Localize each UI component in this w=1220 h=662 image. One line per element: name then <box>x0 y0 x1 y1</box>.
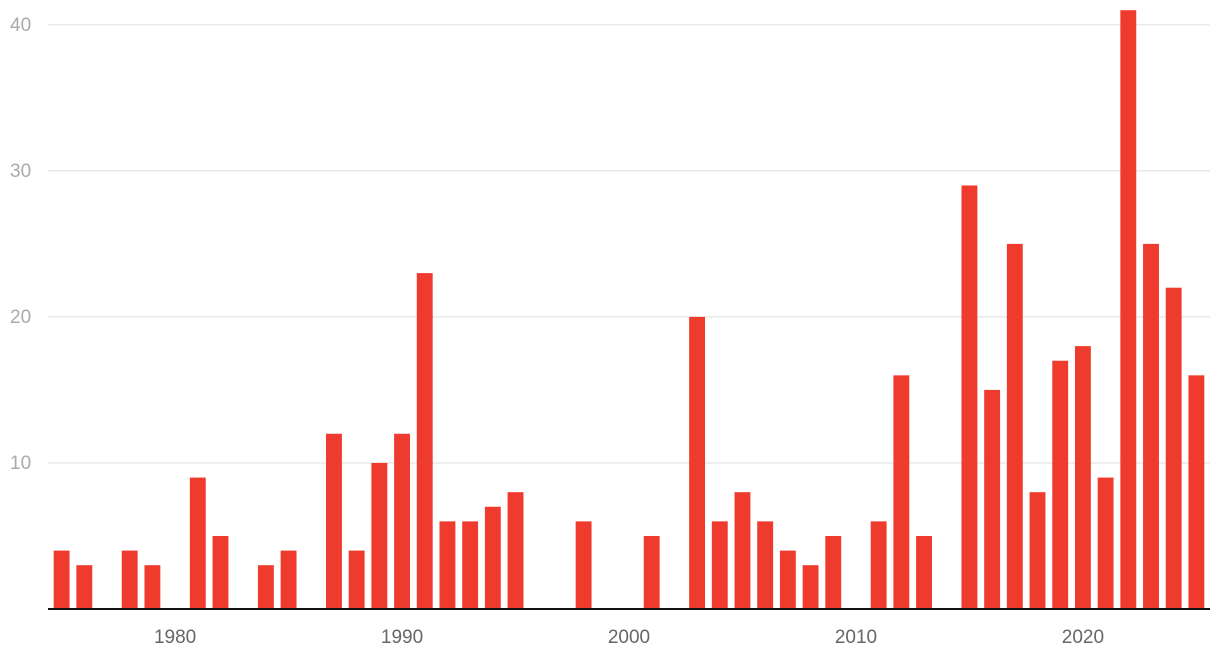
bar <box>1052 360 1069 609</box>
bar <box>643 535 660 609</box>
x-tick-label: 1980 <box>154 627 196 648</box>
bar <box>484 506 501 609</box>
bar <box>439 521 456 609</box>
bar <box>121 550 138 609</box>
x-tick-label: 1990 <box>381 627 423 648</box>
bar <box>711 521 728 609</box>
bar <box>257 565 274 609</box>
bar <box>416 273 433 609</box>
bar <box>757 521 774 609</box>
y-tick-label: 20 <box>10 307 31 328</box>
bar <box>984 389 1001 609</box>
bar <box>212 535 229 609</box>
bar <box>76 565 93 609</box>
y-tick-label: 10 <box>10 453 31 474</box>
bar <box>689 316 706 609</box>
bar <box>1165 287 1182 609</box>
bar <box>916 535 932 609</box>
x-tick-label: 2000 <box>608 627 650 648</box>
bar <box>1120 10 1137 609</box>
bar <box>53 550 70 609</box>
bar <box>348 550 365 609</box>
bar <box>802 565 819 609</box>
bar <box>462 521 479 609</box>
bar <box>1006 243 1023 609</box>
bar <box>1143 243 1159 609</box>
bar <box>394 433 410 609</box>
bar <box>893 375 910 609</box>
bar <box>326 433 342 609</box>
x-tick-label: 2020 <box>1062 627 1104 648</box>
bar <box>1029 492 1046 609</box>
bar <box>507 492 524 609</box>
bar <box>280 550 297 609</box>
bar <box>189 477 206 609</box>
y-tick-label: 30 <box>10 161 31 182</box>
bar <box>575 521 592 609</box>
bar <box>961 185 978 609</box>
bar <box>870 521 887 609</box>
bar <box>1097 477 1114 609</box>
bar <box>779 550 796 609</box>
x-tick-label: 2010 <box>835 627 877 648</box>
bar <box>1188 375 1205 609</box>
bar <box>144 565 161 609</box>
bar <box>734 492 751 609</box>
y-tick-label: 40 <box>10 15 31 36</box>
bar <box>371 462 388 609</box>
bar <box>1074 346 1091 609</box>
bar <box>825 535 842 609</box>
